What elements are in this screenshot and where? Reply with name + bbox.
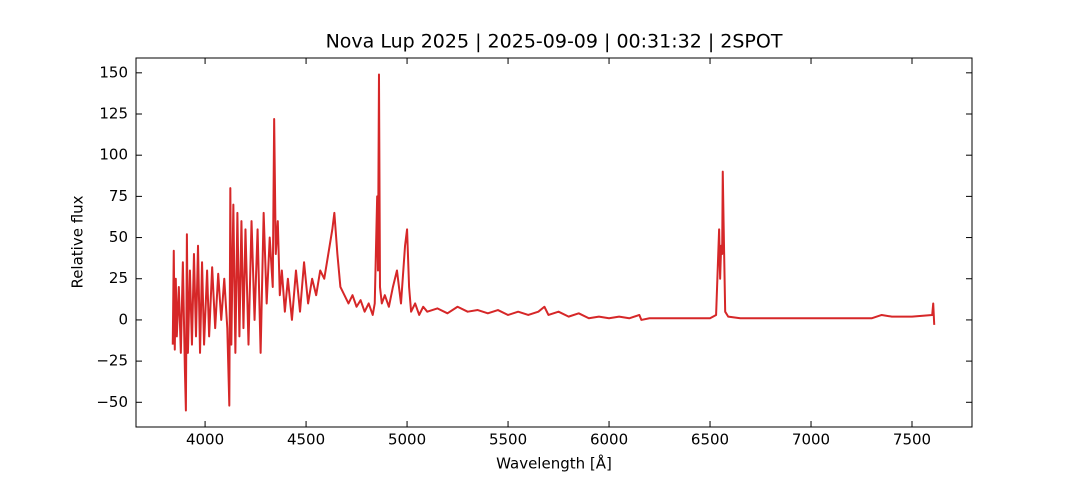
chart-title: Nova Lup 2025 | 2025-09-09 | 00:31:32 | … — [326, 31, 783, 53]
x-tick-label: 4000 — [186, 431, 224, 449]
spectrum-line — [171, 73, 936, 412]
x-tick-label: 6500 — [691, 431, 729, 449]
x-tick-label: 5000 — [388, 431, 426, 449]
y-tick-label: 125 — [99, 105, 128, 123]
x-axis-label: Wavelength [Å] — [496, 454, 612, 473]
x-tick-label: 7000 — [792, 431, 830, 449]
y-tick-label: −25 — [96, 352, 128, 370]
x-tick-label: 7500 — [893, 431, 931, 449]
y-tick-label: 25 — [109, 269, 128, 287]
y-tick-label: 150 — [99, 63, 128, 81]
x-tick-label: 6000 — [590, 431, 628, 449]
y-tick-label: 75 — [109, 187, 128, 205]
y-tick-label: −50 — [96, 393, 128, 411]
y-tick-label: 0 — [118, 310, 128, 328]
axes-frame — [135, 57, 973, 428]
y-tick-label: 100 — [99, 146, 128, 164]
x-tick-label: 5500 — [489, 431, 527, 449]
y-tick-label: 50 — [109, 228, 128, 246]
y-axis-label: Relative flux — [69, 195, 87, 288]
plot-area: 4000 4500 5000 5500 6000 6500 7000 7500 −50 −25 0 2… — [96, 58, 972, 449]
x-tick-label: 4500 — [287, 431, 325, 449]
